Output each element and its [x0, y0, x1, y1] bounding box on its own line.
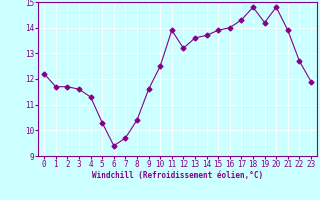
- X-axis label: Windchill (Refroidissement éolien,°C): Windchill (Refroidissement éolien,°C): [92, 171, 263, 180]
